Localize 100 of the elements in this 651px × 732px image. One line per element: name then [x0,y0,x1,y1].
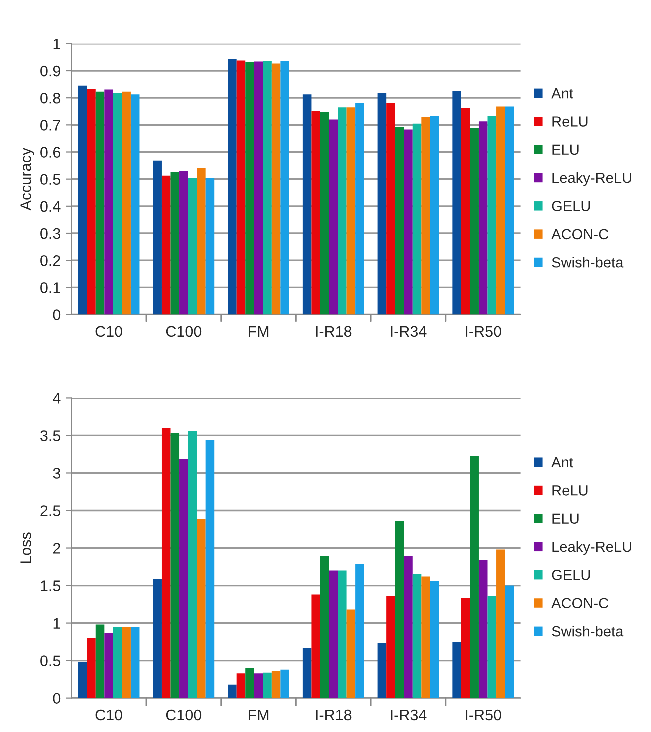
bar [78,662,88,698]
bar [113,627,122,698]
bar [228,59,237,315]
x-tick-label: I-R34 [391,710,427,721]
bar [170,172,180,315]
bar [395,521,404,698]
x-tick-label: I-R34 [391,326,427,338]
bar [246,62,254,315]
bar [197,168,206,315]
y-tick-label: 0.1 [40,282,60,294]
bar [104,90,114,315]
bar [461,108,470,315]
bar [338,570,347,698]
bar [122,627,131,698]
bar [254,62,264,315]
bar [170,433,180,698]
bar [338,108,347,315]
bar [346,610,356,698]
bar [280,670,290,698]
bar [412,574,422,698]
y-tick-label: 0.9 [40,66,60,77]
y-tick-label: 2.5 [40,506,61,516]
x-tick-label: C10 [96,710,122,721]
y-axis-title: Loss [20,532,32,564]
bar [496,106,506,315]
bar [302,94,312,315]
bar [272,671,281,698]
bar [78,86,88,315]
bar [505,106,514,315]
bar [188,431,198,698]
bar [153,579,162,698]
legend-label: ACON-C [552,229,609,240]
bar [430,581,440,698]
y-tick-label: 0.7 [40,120,60,131]
y-tick-label: 0.5 [40,174,61,186]
bar [312,111,320,315]
bar [404,130,413,315]
bar [228,684,237,698]
x-tick-label: I-R50 [466,326,502,338]
x-tick-label: I-R18 [316,710,352,721]
bar [404,556,413,698]
legend-label: GELU [552,201,590,212]
bar [113,93,122,315]
bar [320,112,330,315]
bar [87,638,96,698]
bar [470,128,479,315]
bar [452,91,462,315]
x-tick-label: C10 [96,326,122,338]
bar [496,550,506,698]
y-tick-label: 0.4 [40,201,61,212]
bar [320,556,330,698]
y-tick-label: 1.5 [41,580,61,592]
bar [162,176,171,315]
x-tick-label: C100 [166,326,202,338]
bar [312,594,320,698]
bar [96,92,105,315]
x-tick-label: C100 [166,710,202,721]
legend-label: ReLU [552,116,588,127]
legend-label: Leaky-ReLU [552,172,632,186]
legend-label: GELU [552,570,590,580]
bar [87,89,96,315]
x-tick-label: I-R50 [466,710,502,721]
bar [478,122,488,315]
bar [378,93,387,315]
bar [395,127,404,315]
bar [104,633,114,698]
bar [122,92,131,315]
bar [263,60,272,315]
y-tick-label: 1 [54,618,60,629]
legend-label: ACON-C [552,598,609,609]
x-tick-label: FM [248,710,269,721]
bar [153,160,162,315]
bar [197,519,206,698]
bar [130,94,140,315]
bar [488,116,497,315]
legend-label: Swish-beta [552,257,624,268]
bar [452,642,462,698]
bar [461,598,470,698]
bar [236,60,246,315]
bar [356,102,364,315]
bar [280,60,290,315]
bar [478,560,488,698]
bar [206,440,215,698]
x-tick-label: FM [248,326,269,337]
legend-label: Leaky-ReLU [552,541,632,556]
y-tick-label: 0.8 [40,92,61,104]
bar [386,596,396,698]
legend-label: ELU [552,514,579,524]
bar [246,668,254,698]
y-tick-label: 4 [53,393,61,404]
bar [378,644,387,698]
y-axis-title: Accuracy [20,148,34,211]
y-tick-label: 3 [53,468,61,479]
bar [430,116,440,315]
bar [272,64,281,315]
bar [505,586,514,698]
bar [346,108,356,315]
bar [386,102,396,315]
bar [188,178,198,315]
x-tick-label: I-R18 [316,326,352,338]
